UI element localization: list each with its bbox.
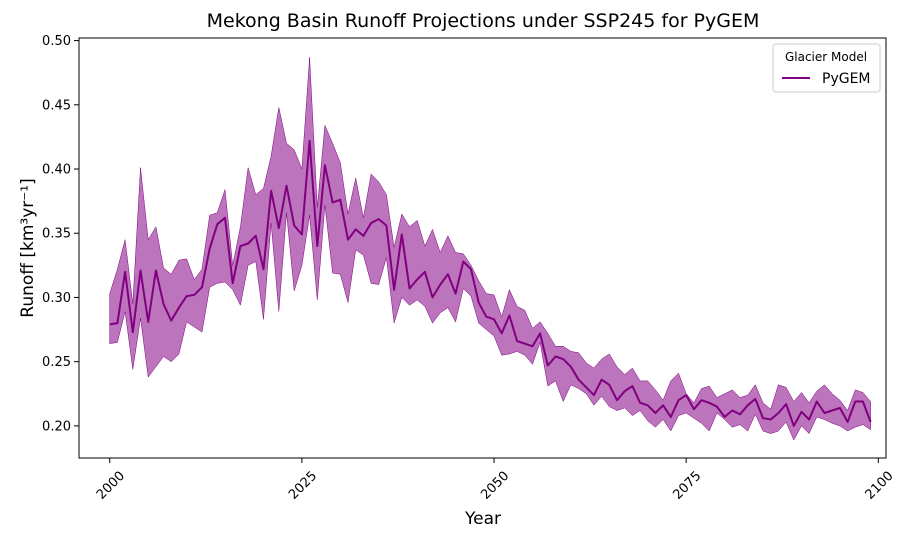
y-tick-label: 0.30 bbox=[42, 291, 71, 306]
x-tick-label: 2050 bbox=[478, 469, 512, 503]
x-tick-label: 2075 bbox=[670, 469, 704, 503]
plot-frame bbox=[78, 37, 887, 459]
y-axis-label: Runoff [km³yr⁻¹] bbox=[18, 178, 38, 317]
y-tick-label: 0.20 bbox=[42, 419, 71, 434]
x-tick-label: 2100 bbox=[863, 469, 897, 503]
x-axis: 2000 2025 2050 2075 2100 bbox=[94, 458, 897, 503]
x-tick-label: 2025 bbox=[286, 469, 320, 503]
runoff-range-band bbox=[109, 57, 871, 441]
y-tick-label: 0.35 bbox=[42, 227, 71, 242]
y-tick-label: 0.50 bbox=[42, 34, 71, 49]
legend-title: Glacier Model bbox=[785, 50, 867, 64]
x-tick-label: 2000 bbox=[94, 469, 128, 503]
x-axis-label: Year bbox=[464, 509, 501, 529]
chart-title: Mekong Basin Runoff Projections under SS… bbox=[207, 10, 760, 32]
legend-box bbox=[772, 43, 881, 93]
legend: Glacier Model PyGEM bbox=[772, 43, 881, 93]
y-tick-label: 0.25 bbox=[42, 355, 71, 370]
y-tick-label: 0.40 bbox=[42, 163, 71, 178]
legend-label-pygem: PyGEM bbox=[822, 71, 871, 87]
y-axis: 0.20 0.25 0.30 0.35 0.40 0.45 0.50 bbox=[42, 34, 79, 434]
plot-area bbox=[109, 57, 872, 441]
series-line-pygem bbox=[109, 139, 872, 427]
y-tick-label: 0.45 bbox=[42, 98, 71, 113]
